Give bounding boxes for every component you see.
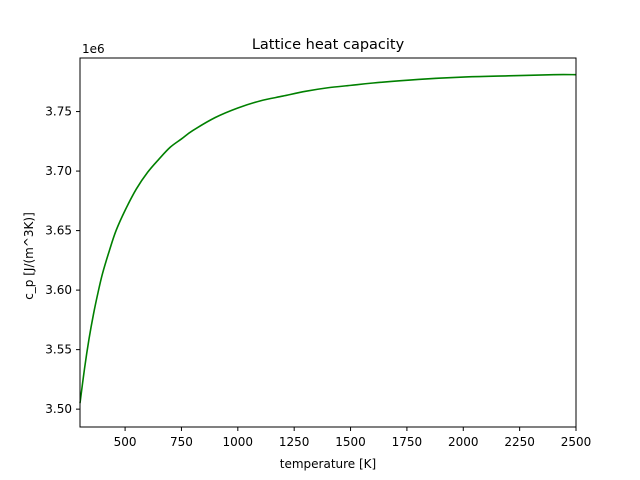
x-tick-label: 750 [170,435,193,449]
x-tick-label: 1750 [392,435,423,449]
y-tick-label: 3.75 [45,105,72,119]
chart-title: Lattice heat capacity [252,37,405,53]
x-tick-label: 2000 [448,435,479,449]
x-tick-label: 1000 [223,435,254,449]
y-axis-ticks: 3.50 3.55 3.60 3.65 3.70 3.75 [45,105,80,416]
y-tick-label: 3.70 [45,164,72,178]
y-tick-label: 3.60 [45,283,72,297]
x-tick-label: 1500 [335,435,366,449]
x-tick-label: 2500 [561,435,592,449]
y-tick-label: 3.65 [45,224,72,238]
x-axis-label: temperature [K] [280,457,376,471]
y-axis-label: c_p [J/(m^3K)] [22,212,36,300]
x-tick-label: 2250 [504,435,535,449]
x-tick-label: 500 [114,435,137,449]
x-axis-ticks: 500 750 1000 1250 1500 1750 2000 2250 2500 [114,427,592,449]
y-offset-label: 1e6 [82,42,105,56]
series-line [79,73,577,404]
y-tick-label: 3.55 [45,343,72,357]
y-tick-label: 3.50 [45,402,72,416]
x-tick-label: 1250 [279,435,310,449]
axes-frame [79,57,577,428]
plot-area [79,57,577,428]
